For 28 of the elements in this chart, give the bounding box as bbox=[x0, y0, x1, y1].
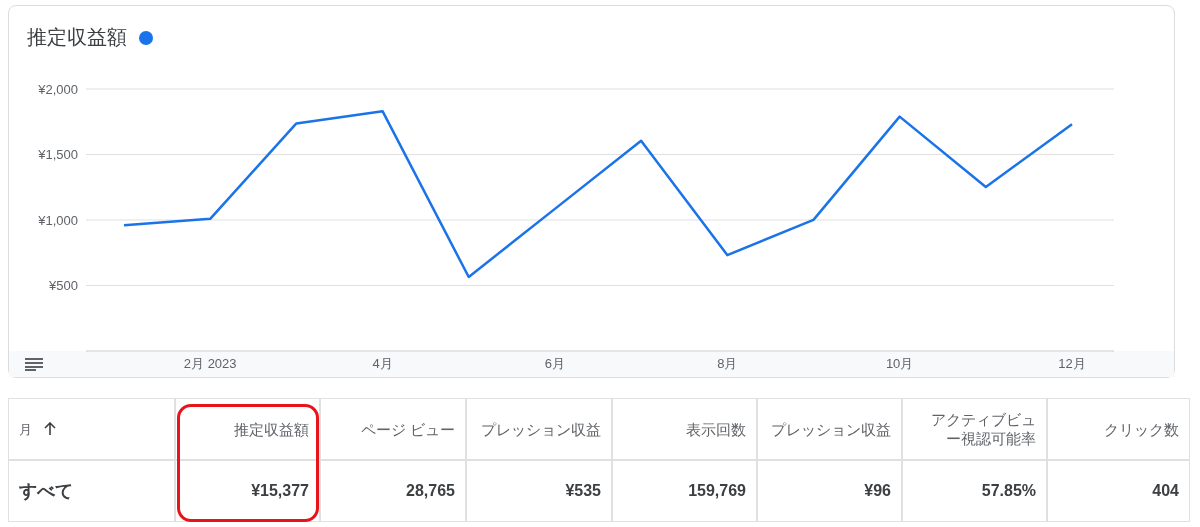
line-series bbox=[122, 109, 1074, 279]
text: 28,765 bbox=[406, 482, 455, 499]
x-tick-label: 4月 bbox=[372, 356, 393, 372]
x-tick-label: 8月 bbox=[717, 356, 738, 372]
category-label: 表示回数 bbox=[686, 419, 746, 439]
x-tick-label: 12月 bbox=[1058, 356, 1086, 372]
text: すべて bbox=[19, 481, 73, 501]
y-tick-label: ¥2,000 bbox=[37, 81, 78, 97]
category-label: ページ ビュー bbox=[360, 419, 455, 439]
category-label: 月 bbox=[19, 420, 32, 439]
legend-label: 推定収益額 bbox=[27, 25, 127, 50]
x-tick-label: 2月 2023 bbox=[183, 356, 237, 372]
category-label: プレッション収益 bbox=[481, 419, 601, 439]
text: 159,769 bbox=[688, 482, 746, 499]
text: ¥535 bbox=[565, 482, 601, 499]
category-label: 推定収益額 bbox=[234, 419, 309, 439]
text: ¥15,377 bbox=[251, 482, 309, 499]
text: 404 bbox=[1152, 482, 1179, 499]
y-tick-label: ¥1,500 bbox=[37, 147, 78, 163]
x-tick-label: 6月 bbox=[544, 356, 566, 372]
category-label: プレッション収益 bbox=[771, 419, 891, 439]
x-tick-label: 10月 bbox=[885, 356, 914, 372]
y-tick-label: ¥500 bbox=[48, 278, 78, 294]
text: 57.85% bbox=[981, 482, 1036, 499]
text: ¥96 bbox=[864, 482, 891, 499]
category-label: クリック数 bbox=[1104, 419, 1179, 439]
category-label: アクティブビュー視認可能率 bbox=[930, 410, 1036, 448]
y-tick-label: ¥1,000 bbox=[37, 212, 78, 228]
